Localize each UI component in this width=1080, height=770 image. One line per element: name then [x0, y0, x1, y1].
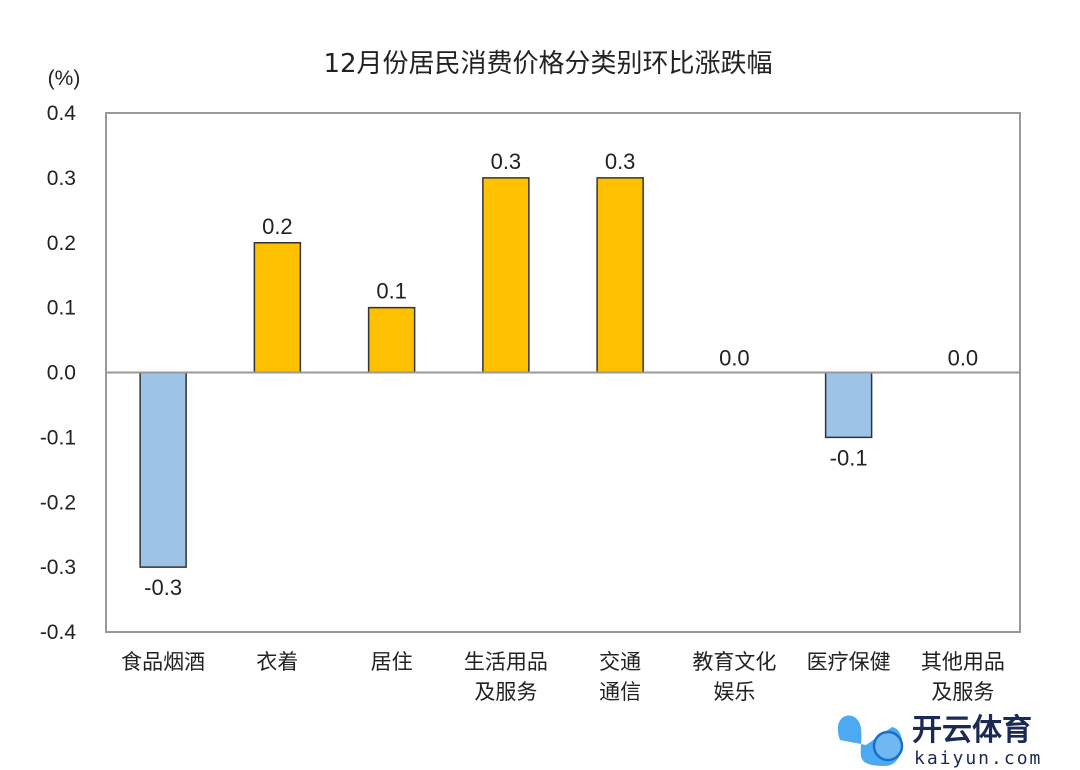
y-tick-label: 0.4	[47, 102, 77, 125]
y-tick-label: -0.4	[40, 621, 77, 644]
bar	[482, 177, 530, 374]
x-category-label: 其他用品	[921, 650, 1005, 674]
y-axis-unit-label: (%)	[48, 67, 81, 90]
soccer-ball-icon	[872, 730, 904, 762]
data-label: -0.3	[144, 575, 182, 600]
x-category-label: 及服务	[474, 680, 537, 704]
x-category-label: 通信	[599, 680, 641, 704]
data-label: 0.0	[719, 346, 750, 371]
bar	[367, 306, 416, 374]
x-category-label: 交通	[599, 650, 641, 674]
x-category-label: 娱乐	[713, 680, 755, 704]
x-category-label: 食品烟酒	[121, 650, 205, 674]
x-category-label: 衣着	[256, 650, 298, 674]
data-label: 0.1	[376, 279, 407, 304]
x-category-label: 及服务	[931, 680, 994, 704]
chart-title: 12月份居民消费价格分类别环比涨跌幅	[323, 49, 772, 79]
bar	[139, 371, 187, 568]
x-category-label: 居住	[371, 650, 413, 674]
y-tick-label: 0.0	[47, 362, 76, 385]
x-category-label: 生活用品	[464, 650, 548, 674]
data-label: 0.3	[491, 149, 522, 174]
y-tick-label: 0.2	[47, 232, 76, 255]
y-tick-label: -0.1	[40, 426, 76, 449]
watermark-url: kaiyun.com	[914, 748, 1042, 769]
data-label: 0.3	[605, 149, 636, 174]
y-tick-label: 0.3	[47, 167, 76, 190]
x-category-label: 教育文化	[692, 650, 776, 674]
bar	[824, 371, 873, 439]
x-category-label: 医疗保健	[807, 650, 891, 674]
y-tick-label: 0.1	[47, 297, 76, 320]
y-tick-label: -0.3	[40, 556, 76, 579]
y-tick-label: -0.2	[40, 491, 76, 514]
data-label: 0.0	[948, 346, 979, 371]
watermark-logo: 开云体育 kaiyun.com	[837, 713, 1042, 769]
data-label: -0.1	[830, 445, 868, 470]
bar	[253, 242, 302, 374]
bar	[596, 177, 644, 374]
watermark-text: 开云体育	[912, 713, 1032, 748]
data-label: 0.2	[262, 214, 293, 239]
